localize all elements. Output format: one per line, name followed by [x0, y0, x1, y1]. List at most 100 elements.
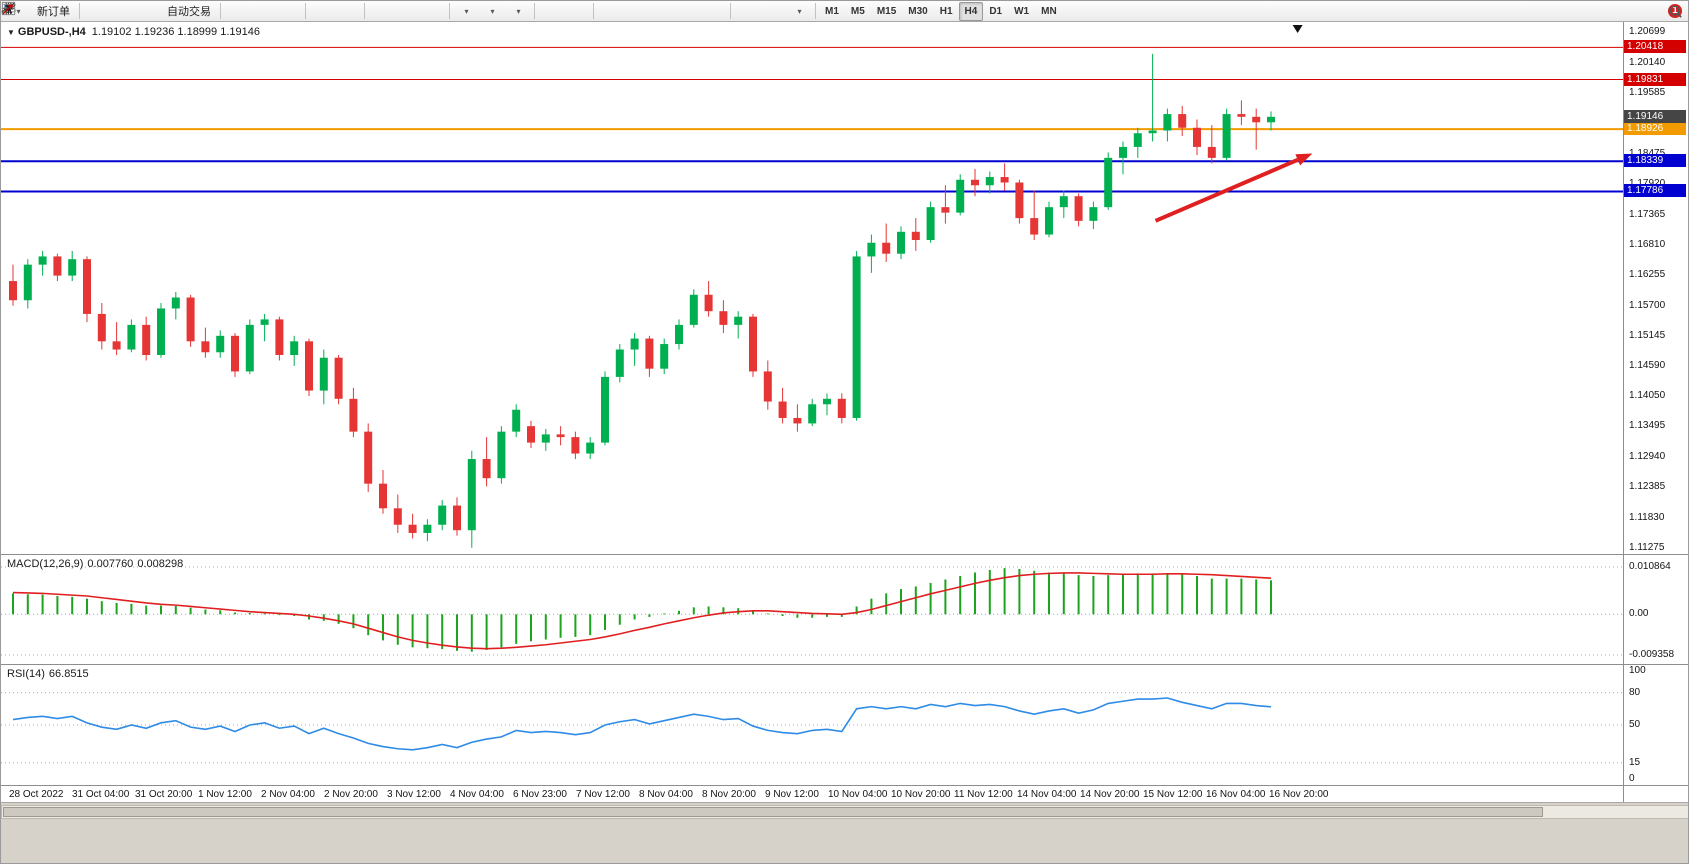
scrollbar-thumb[interactable] — [3, 807, 1543, 817]
timeframe-mn[interactable]: MN — [1041, 6, 1057, 17]
text-button[interactable]: A — [4, 1, 760, 22]
price-chart-canvas[interactable] — [1, 22, 1689, 554]
price-axis[interactable]: 1.20699 1.20140 1.19585 1.18475 1.17920 1.173… — [1623, 22, 1688, 554]
timeframe-m30[interactable]: M30 — [908, 6, 928, 17]
vertical-line-button[interactable] — [8, 1, 623, 22]
bar-chart-button[interactable] — [3, 1, 250, 22]
time-label: 7 Nov 12:00 — [576, 789, 630, 800]
separator — [593, 3, 594, 19]
separator — [534, 3, 535, 19]
separator — [815, 3, 816, 19]
price-label: 1.15700 — [1629, 299, 1666, 311]
one-click-trading-icon[interactable]: ▼ — [7, 28, 15, 37]
crosshair-button[interactable] — [2, 1, 590, 22]
time-label: 15 Nov 12:00 — [1143, 789, 1203, 800]
timeframe-m5[interactable]: M5 — [850, 6, 865, 17]
hline-price-badge: 1.20418 — [1624, 40, 1686, 54]
hline-price-badge: 1.17786 — [1624, 184, 1686, 198]
time-axis[interactable]: 28 Oct 2022 31 Oct 04:00 31 Oct 20:00 1 Nov… — [1, 785, 1688, 802]
time-label: 14 Nov 04:00 — [1017, 789, 1077, 800]
rsi-panel[interactable]: RSI(14) 66.8515 100 80 50 15 0 — [1, 664, 1689, 786]
rsi-value: 66.8515 — [48, 668, 89, 680]
chart-shift-button[interactable] — [2, 1, 446, 22]
arrows-icon — [3, 4, 13, 14]
cursor-button[interactable] — [5, 1, 564, 22]
rsi-canvas[interactable] — [1, 665, 1689, 786]
trend-arrow-annotation[interactable] — [1154, 153, 1313, 223]
macd-signal-line — [12, 572, 1272, 650]
timeframe-d1[interactable]: D1 — [989, 6, 1003, 17]
arrows-button[interactable]: ▾ — [3, 1, 812, 22]
macd-canvas[interactable] — [1, 555, 1689, 665]
line-chart-button[interactable] — [1, 1, 302, 22]
separator — [220, 3, 221, 19]
fibonacci-button[interactable] — [2, 1, 727, 22]
chevron-down-icon: ▾ — [490, 6, 495, 16]
price-label: 1.16255 — [1629, 269, 1666, 281]
toolbar: ▾ 新订单 自动交易 ▾ ▾ ▾ — [1, 1, 1688, 22]
axis-separator — [1623, 22, 1624, 802]
bottom-area — [1, 802, 1688, 863]
price-label: 1.20140 — [1629, 56, 1666, 68]
mql-editor-button[interactable] — [1, 1, 109, 22]
search-icon[interactable] — [1668, 4, 1683, 19]
rsi-axis[interactable]: 100 80 50 15 0 — [1623, 665, 1688, 785]
chevron-down-icon: ▾ — [516, 6, 521, 16]
price-label: 1.11275 — [1629, 542, 1665, 553]
add-indicator-button[interactable]: ▾ — [1, 1, 479, 22]
horizontal-lines[interactable] — [1, 46, 1623, 193]
separator — [364, 3, 365, 19]
price-label: 1.12385 — [1629, 481, 1666, 493]
candles — [9, 53, 1275, 548]
main-chart-panel[interactable]: ▼ GBPUSD-,H4 1.19102 1.19236 1.18999 1.191… — [1, 22, 1689, 554]
macd-axis[interactable]: 0.010864 0.00 -0.009358 — [1623, 555, 1688, 664]
price-label: 1.16810 — [1629, 238, 1666, 250]
tile-windows-button[interactable] — [2, 1, 394, 22]
text-label-button[interactable]: T — [5, 1, 786, 22]
chevron-down-icon: ▾ — [464, 6, 469, 16]
rsi-axis-label: 0 — [1629, 773, 1635, 784]
horizontal-line-button[interactable] — [2, 1, 649, 22]
macd-panel[interactable]: MACD(12,26,9) 0.007760 0.008298 0.010864 0.… — [1, 554, 1689, 665]
rsi-name: RSI(14) — [7, 668, 45, 680]
toolbar-right: 1 — [1668, 4, 1682, 18]
candlestick-chart-button[interactable] — [3, 1, 276, 22]
time-label: 2 Nov 04:00 — [261, 789, 315, 800]
rsi-label: RSI(14) 66.8515 — [7, 668, 93, 680]
autotrade-button[interactable]: 自动交易 — [2, 1, 217, 22]
autotrade-label: 自动交易 — [167, 6, 211, 18]
trendline-button[interactable] — [2, 1, 675, 22]
navigator-button[interactable] — [2, 1, 161, 22]
periods-button[interactable]: ▾ — [2, 1, 505, 22]
timeframe-w1[interactable]: W1 — [1014, 6, 1030, 17]
price-label: 1.14050 — [1629, 390, 1666, 402]
timeframe-m15[interactable]: M15 — [876, 6, 897, 17]
horizontal-scrollbar[interactable] — [1, 805, 1688, 819]
current-price-badge: 1.19146 — [1624, 110, 1686, 124]
text-label-icon: T — [5, 4, 12, 15]
hline-price-badge: 1.19831 — [1624, 72, 1686, 86]
separator — [305, 3, 306, 19]
timeframe-h4[interactable]: H4 — [958, 2, 984, 21]
templates-button[interactable]: ▾ — [1, 1, 531, 22]
timeframe-m1[interactable]: M1 — [825, 6, 839, 17]
auto-scroll-button[interactable] — [2, 1, 420, 22]
timeframe-h1[interactable]: H1 — [939, 6, 953, 17]
zoom-out-button[interactable] — [2, 1, 361, 22]
separator — [79, 3, 80, 19]
chart-shift-marker[interactable] — [1292, 25, 1303, 33]
time-label: 6 Nov 23:00 — [513, 789, 567, 800]
chart-ohlc-values: 1.19102 1.19236 1.18999 1.19146 — [91, 26, 260, 38]
macd-name: MACD(12,26,9) — [7, 558, 84, 570]
macd-histogram — [12, 568, 1272, 652]
price-label: 1.18475 — [1629, 148, 1665, 160]
market-watch-button[interactable] — [2, 1, 135, 22]
channel-button[interactable] — [1, 1, 701, 22]
timeframe-group: M1 M5 M15 M30 H1 H4 D1 W1 MN — [819, 1, 1063, 21]
chevron-down-icon: ▾ — [797, 6, 802, 16]
time-label: 28 Oct 2022 — [9, 789, 64, 800]
time-label: 9 Nov 12:00 — [765, 789, 819, 800]
zoom-in-button[interactable] — [2, 1, 335, 22]
price-label: 1.14590 — [1629, 360, 1666, 372]
new-order-button[interactable]: 新订单 — [2, 1, 76, 22]
